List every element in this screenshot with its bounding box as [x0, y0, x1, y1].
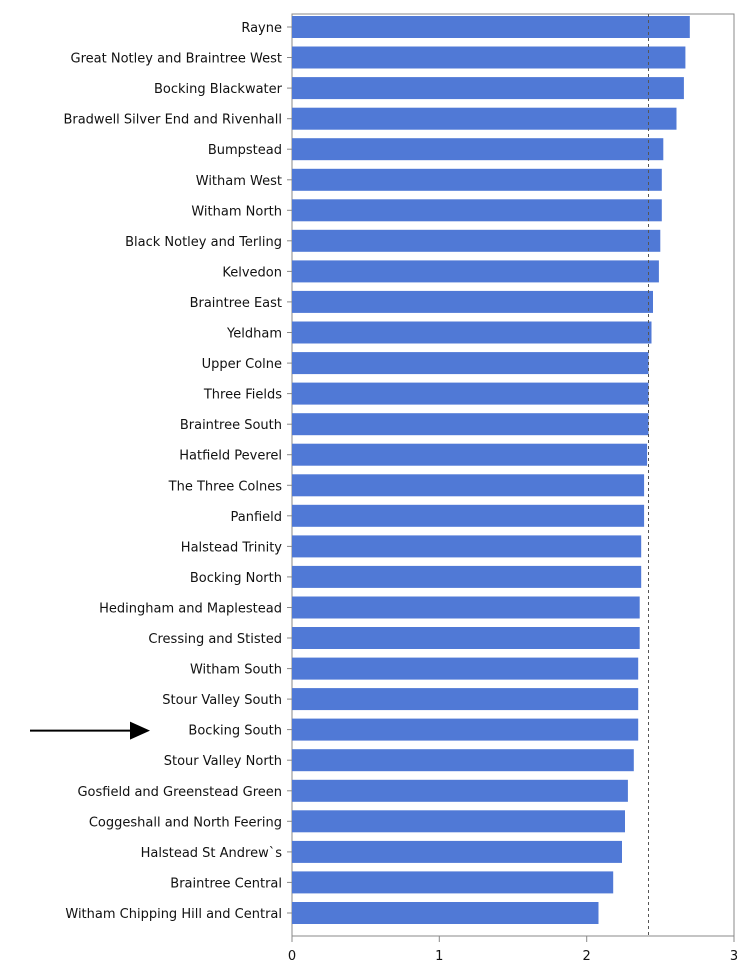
category-label: Black Notley and Terling [125, 235, 282, 250]
bar [292, 535, 642, 558]
category-labels: Rayne Great Notley and Braintree West Bock… [63, 21, 292, 922]
category-label: Bumpstead [208, 143, 282, 158]
category-label: Stour Valley North [164, 754, 282, 769]
x-tick-label: 0 [288, 949, 296, 964]
bar [292, 474, 645, 497]
bar [292, 840, 622, 863]
bar [292, 16, 690, 38]
x-tick-label: 3 [730, 949, 738, 964]
bar [292, 107, 677, 130]
bar [292, 871, 614, 894]
category-label: Stour Valley South [162, 693, 282, 708]
category-label: Braintree East [190, 296, 282, 311]
x-tick-label: 1 [435, 949, 443, 964]
category-label: Halstead St Andrew`s [141, 846, 283, 861]
category-label: Panfield [230, 510, 282, 525]
x-tick-label: 2 [583, 949, 591, 964]
highlight-arrow-group [30, 721, 150, 740]
bar [292, 199, 662, 222]
bar [292, 321, 652, 344]
bar [292, 810, 625, 833]
category-label: Gosfield and Greenstead Green [77, 785, 282, 800]
category-label: Upper Colne [202, 357, 282, 372]
category-label: Witham South [190, 663, 282, 678]
bar [292, 627, 640, 649]
bar [292, 718, 639, 741]
highlight-arrow-head [130, 721, 150, 740]
category-label: Great Notley and Braintree West [71, 52, 282, 67]
bar [292, 779, 628, 802]
category-label: Halstead Trinity [181, 540, 283, 555]
bar [292, 413, 649, 436]
category-label: Three Fields [203, 388, 282, 403]
category-label: Braintree Central [170, 876, 282, 891]
bar [292, 596, 640, 619]
category-label: Kelvedon [222, 265, 282, 280]
bar [292, 504, 645, 527]
category-label: Witham Chipping Hill and Central [65, 907, 282, 922]
bar [292, 443, 648, 466]
bar [292, 46, 686, 69]
bar [292, 902, 599, 924]
category-label: Rayne [241, 21, 282, 36]
bar [292, 229, 661, 252]
bar [292, 290, 653, 313]
category-label: Cressing and Stisted [148, 632, 282, 647]
bar [292, 688, 639, 711]
category-label: Bradwell Silver End and Rivenhall [63, 113, 282, 128]
category-label: Braintree South [180, 418, 282, 433]
category-label: Coggeshall and North Feering [89, 815, 282, 830]
bar [292, 77, 684, 100]
category-label: Bocking North [190, 571, 282, 586]
bar [292, 382, 649, 405]
bar [292, 657, 639, 680]
bar [292, 260, 659, 283]
bar [292, 749, 634, 772]
bar [292, 352, 649, 375]
x-axis-ticks: 0 1 2 3 [288, 936, 738, 964]
bar [292, 168, 662, 191]
bar [292, 565, 642, 588]
category-label: Hedingham and Maplestead [99, 602, 282, 617]
category-label: Witham West [196, 174, 282, 189]
category-label: Yeldham [226, 327, 282, 342]
category-label: Bocking South [188, 724, 282, 739]
category-label: Witham North [191, 204, 282, 219]
category-label: The Three Colnes [168, 479, 283, 494]
category-label: Hatfield Peverel [179, 449, 282, 464]
bar [292, 138, 664, 161]
category-label: Bocking Blackwater [154, 82, 283, 97]
bars [292, 16, 690, 924]
